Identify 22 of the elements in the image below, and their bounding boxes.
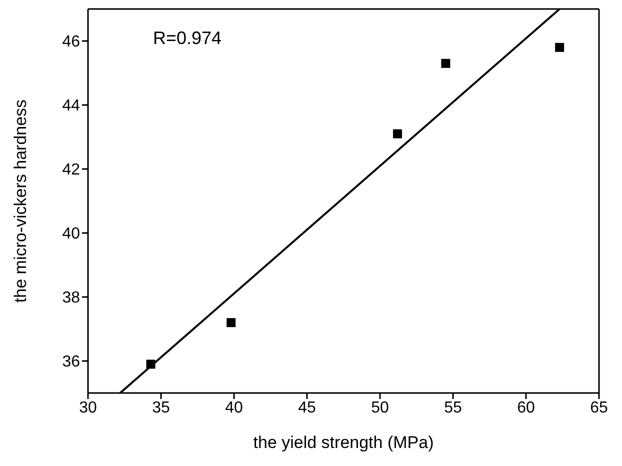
y-tick-label: 46 [62, 34, 80, 51]
x-tick-label: 55 [444, 399, 462, 416]
y-tick-label: 44 [62, 98, 80, 115]
x-tick-label: 50 [371, 399, 389, 416]
y-tick-label: 40 [62, 226, 80, 243]
point [393, 129, 402, 138]
annotation: R=0.974 [153, 28, 222, 49]
x-tick-label: 65 [590, 399, 608, 416]
y-tick-label: 42 [62, 162, 80, 179]
point [555, 42, 564, 52]
point [441, 58, 450, 68]
y-tick-label: 38 [62, 290, 80, 307]
x-tick-label: 30 [79, 399, 97, 416]
x-tick-label: 35 [152, 399, 170, 416]
x-tick-label: 40 [225, 399, 243, 416]
point [226, 318, 236, 328]
y-tick-label: 36 [62, 354, 80, 371]
x-tick-label: 45 [298, 399, 316, 416]
y-axis-title: the micro-vickers hardness [11, 99, 30, 303]
x-tick-label: 60 [517, 399, 535, 416]
point [146, 360, 156, 369]
x-axis-title: the yield strength (MPa) [253, 433, 434, 452]
